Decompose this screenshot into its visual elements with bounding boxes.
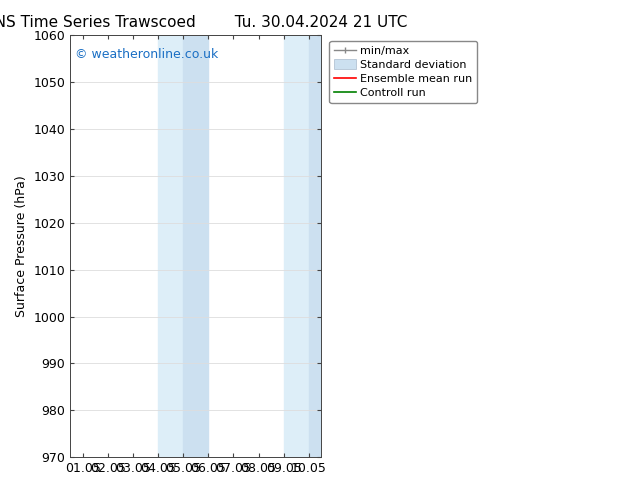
Bar [309,35,321,457]
Bar [283,35,309,457]
Text: © weatheronline.co.uk: © weatheronline.co.uk [75,48,219,61]
Title: ENS Time Series Trawscoed        Tu. 30.04.2024 21 UTC: ENS Time Series Trawscoed Tu. 30.04.2024… [0,15,407,30]
Y-axis label: Surface Pressure (hPa): Surface Pressure (hPa) [15,175,28,317]
Legend: min/max, Standard deviation, Ensemble mean run, Controll run: min/max, Standard deviation, Ensemble me… [329,41,477,103]
Bar [183,35,209,457]
Bar [158,35,183,457]
